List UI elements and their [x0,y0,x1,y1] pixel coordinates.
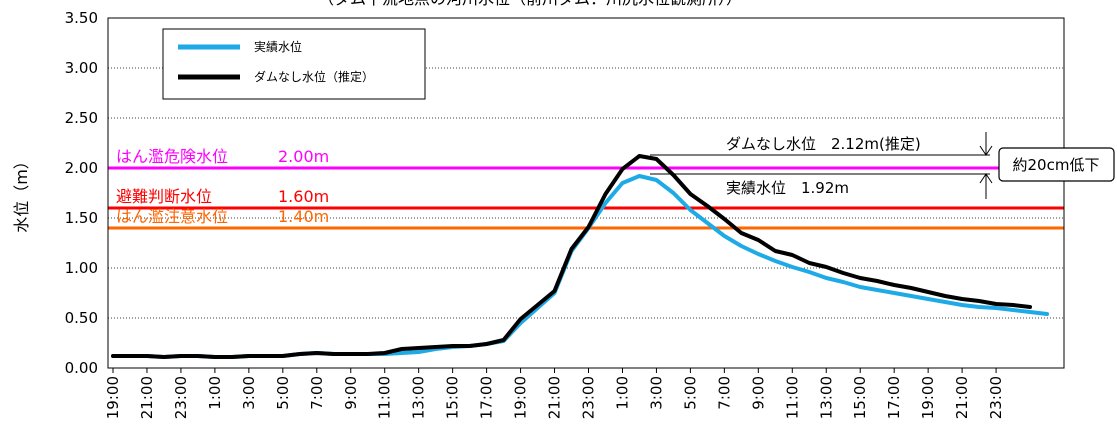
x-tick-label: 5:00 [274,376,292,410]
x-tick-label: 3:00 [240,376,258,410]
x-tick-label: 13:00 [817,376,835,419]
chart-title: （ダム下流地点の河川水位（前川ダム：川尻水位観測所）） [318,0,742,8]
y-tick-labels: 0.00 0.50 1.00 1.50 2.00 2.50 3.00 3.50 [65,9,98,377]
x-tick-label: 19:00 [104,376,122,419]
x-tick-label: 11:00 [376,376,394,419]
x-tick-label: 9:00 [749,376,767,410]
x-tick-label: 19:00 [512,376,530,419]
peak-annotation: ダムなし水位 2.12m(推定) 実績水位 1.92m 約20cm低下 [650,132,1115,199]
grid [108,67,1064,319]
x-tick-label: 1:00 [613,376,631,410]
x-tick-label: 5:00 [681,376,699,410]
x-tick-label: 9:00 [342,376,360,410]
reduction-label: 約20cm低下 [1013,156,1100,174]
legend: 実績水位 ダムなし水位（推定） [162,28,426,100]
reference-label-2: はん濫注意水位 [116,207,228,226]
y-tick-label: 3.00 [65,59,98,77]
series-line-1 [111,154,1032,359]
x-tick-labels: 19:00 21:00 23:00 1:00 3:00 5:00 7:00 9:00 11:00… [104,368,1005,419]
arrow-up-head [979,173,993,184]
x-tick-label: 19:00 [919,376,937,419]
legend-box [162,28,426,100]
reduction-box [998,147,1115,182]
x-tick-label: 7:00 [308,376,326,410]
y-tick-label: 1.00 [65,259,98,277]
damless-peak-label: ダムなし水位 2.12m(推定) [726,135,921,153]
x-tick-label: 21:00 [546,376,564,419]
y-tick-label: 0.00 [65,359,98,377]
series-lines [111,154,1049,359]
series-line-0 [111,174,1049,359]
x-tick-label: 21:00 [953,376,971,419]
x-tick-label: 23:00 [172,376,190,419]
reference-value-0: 2.00m [278,147,329,166]
x-tick-label: 23:00 [987,376,1005,419]
x-tick-label: 3:00 [647,376,665,410]
y-tick-label: 2.50 [65,109,98,127]
reference-lines: はん濫危険水位 2.00m 避難判断水位 1.60m はん濫注意水位 1.40m [108,147,1064,230]
legend-label-damless: ダムなし水位（推定） [254,69,374,84]
reference-value-1: 1.60m [278,187,329,206]
legend-label-actual: 実績水位 [254,39,302,54]
x-tick-label: 17:00 [885,376,903,419]
x-tick-label: 11:00 [783,376,801,419]
y-tick-label: 3.50 [65,9,98,27]
reference-value-2: 1.40m [278,207,329,226]
y-tick-label: 0.50 [65,309,98,327]
reference-label-1: 避難判断水位 [116,187,212,206]
x-tick-label: 17:00 [478,376,496,419]
x-tick-label: 13:00 [410,376,428,419]
x-tick-label: 7:00 [715,376,733,410]
y-tick-label: 2.00 [65,159,98,177]
reference-label-0: はん濫危険水位 [116,147,228,166]
y-axis-label: 水位（m） [12,153,31,233]
actual-peak-label: 実績水位 1.92m [726,179,849,197]
arrow-down-head [979,145,993,156]
x-tick-label: 23:00 [580,376,598,419]
x-tick-label: 15:00 [851,376,869,419]
x-tick-label: 15:00 [444,376,462,419]
x-tick-label: 21:00 [138,376,156,419]
plot-area-border [107,17,1065,369]
x-tick-label: 1:00 [206,376,224,410]
y-tick-label: 1.50 [65,209,98,227]
